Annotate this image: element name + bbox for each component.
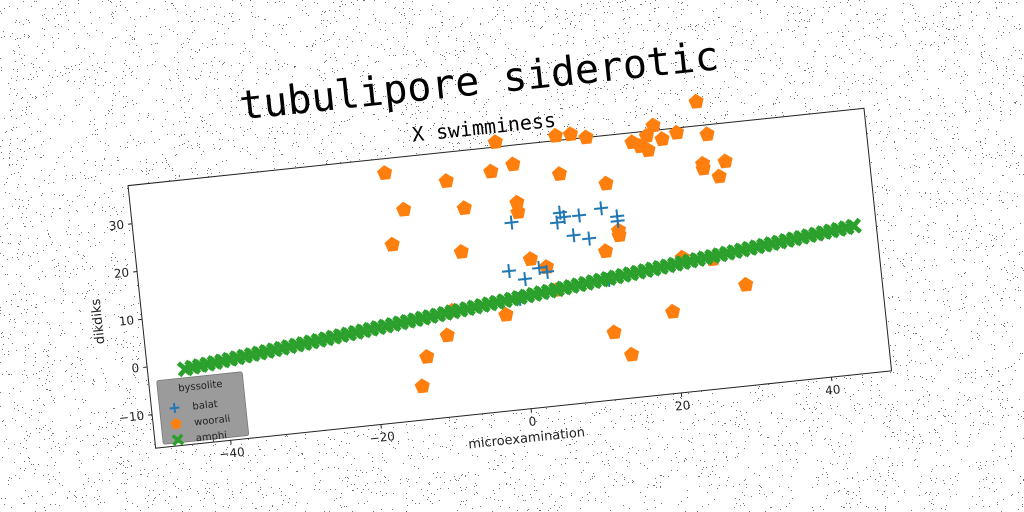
woorali-point [654, 131, 670, 147]
legend-marker-amphi [171, 433, 185, 447]
woorali-point [377, 165, 393, 181]
x-tick-label: 40 [825, 382, 842, 398]
woorali-point [699, 126, 715, 142]
x-tick-label: 20 [674, 398, 691, 414]
woorali-point [509, 194, 525, 210]
woorali-point [645, 117, 661, 133]
x-tick-label: 0 [528, 414, 537, 429]
balat-point [566, 228, 581, 243]
balat-point-v [523, 271, 527, 287]
amphi-point [845, 217, 862, 235]
legend-marker-balat-v [173, 402, 177, 414]
woorali-point [522, 251, 538, 267]
series-amphi [176, 217, 862, 378]
balat-point [572, 208, 587, 223]
woorali-point [438, 173, 454, 189]
balat-point-v [545, 264, 549, 279]
balat-point-v [571, 228, 576, 243]
y-tick-label: 0 [131, 361, 140, 376]
balat-point [594, 201, 609, 216]
plot-marks [176, 93, 862, 394]
woorali-point [668, 124, 685, 140]
woorali-point [456, 200, 472, 216]
legend-label-woorali: woorali [194, 414, 231, 429]
legend-label-amphi: amphi [195, 430, 227, 444]
balat-point [540, 264, 555, 279]
woorali-point [562, 126, 578, 142]
woorali-point [487, 134, 503, 150]
chart-subtitle: X swimminess [411, 108, 557, 147]
balat-point [610, 213, 625, 229]
balat-point [557, 209, 572, 225]
woorali-point [717, 153, 733, 169]
legend-title: byssolite [178, 379, 223, 395]
balat-point-v [555, 215, 559, 230]
x-tick-label: −20 [369, 429, 396, 446]
woorali-point [623, 346, 640, 362]
balat-point-v [599, 201, 603, 216]
woorali-point [598, 175, 614, 191]
woorali-point [498, 306, 514, 322]
x-tick-label: −40 [219, 445, 246, 462]
woorali-point [597, 243, 614, 259]
woorali-point [738, 276, 754, 292]
x-axis-ticks: −40 −20 0 20 40 [219, 377, 842, 462]
woorali-point [688, 93, 704, 109]
series-woorali [377, 93, 754, 394]
woorali-point [711, 168, 727, 184]
woorali-point [578, 129, 594, 145]
woorali-point [396, 201, 412, 217]
balat-point-v [577, 208, 581, 223]
y-axis-ticks: −10 0 10 20 30 [108, 218, 153, 426]
balat-point [518, 271, 533, 287]
balat-point [582, 231, 597, 246]
x-axis-label: microexamination [468, 425, 586, 452]
woorali-point [384, 236, 400, 252]
woorali-point [664, 303, 681, 319]
balat-point-v [562, 209, 566, 225]
legend-marker-woorali [170, 417, 182, 430]
woorali-point [439, 327, 455, 343]
woorali-point [551, 166, 567, 182]
balat-point [532, 260, 547, 275]
balat-point-v [615, 213, 620, 229]
woorali-point [414, 378, 430, 394]
legend-marker-balat [169, 402, 180, 414]
woorali-point [606, 324, 622, 340]
y-axis-label: dikdiks [89, 298, 109, 345]
woorali-point [419, 348, 435, 364]
woorali-point [483, 163, 499, 179]
balat-point-v [537, 260, 541, 275]
woorali-point [547, 127, 563, 143]
woorali-point [505, 156, 521, 172]
legend-label-balat: balat [192, 399, 218, 413]
balat-point [501, 263, 517, 279]
woorali-point [611, 227, 627, 243]
woorali-point [453, 243, 469, 259]
y-tick-label: 30 [108, 218, 125, 234]
woorali-point [695, 160, 711, 176]
balat-point-v [509, 215, 514, 230]
y-tick-label: 20 [113, 265, 130, 281]
woorali-point [640, 142, 656, 158]
balat-point-v [507, 263, 511, 279]
y-tick-label: 10 [118, 313, 135, 329]
y-tick-label: −10 [118, 409, 145, 426]
chart-figure: tubulipore siderotic X swimminess −40−20… [89, 33, 893, 462]
balat-point [504, 215, 519, 230]
balat-point [550, 215, 565, 230]
balat-point-v [587, 231, 591, 246]
